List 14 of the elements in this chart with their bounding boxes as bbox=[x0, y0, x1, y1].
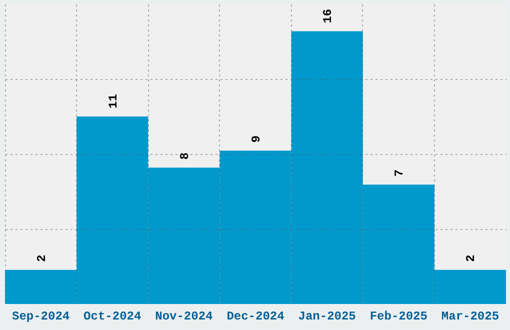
x-tick-label: Nov-2024 bbox=[155, 310, 213, 324]
data-label: 16 bbox=[321, 8, 336, 24]
x-tick-label: Feb-2025 bbox=[370, 310, 428, 324]
data-label: 7 bbox=[392, 169, 407, 177]
data-label: 8 bbox=[178, 152, 192, 160]
x-tick-label: Mar-2025 bbox=[441, 310, 500, 324]
data-label: 2 bbox=[34, 254, 49, 262]
x-tick-label: Oct-2024 bbox=[84, 310, 142, 324]
x-tick-label: Dec-2024 bbox=[226, 310, 284, 324]
x-tick-label: Sep-2024 bbox=[12, 310, 70, 324]
data-label: 9 bbox=[250, 135, 264, 143]
data-label: 11 bbox=[106, 94, 120, 108]
x-tick-label: Jan-2025 bbox=[298, 310, 356, 324]
data-label: 2 bbox=[464, 254, 478, 262]
